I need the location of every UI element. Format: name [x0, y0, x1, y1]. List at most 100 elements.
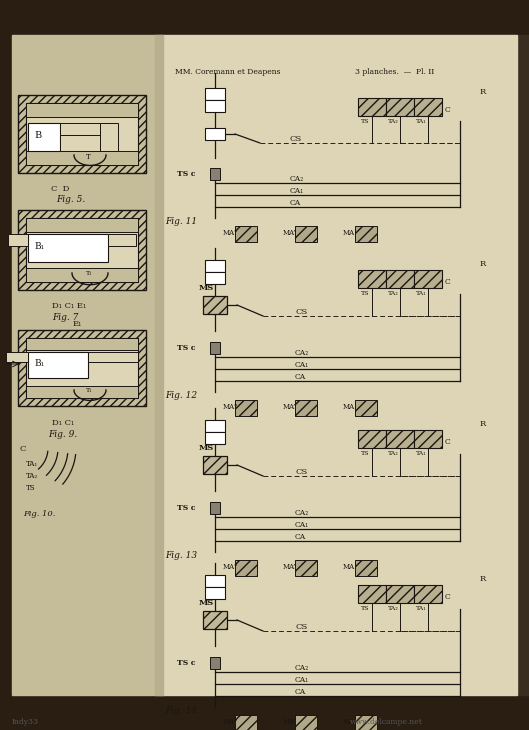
- Text: www.delcampe.net: www.delcampe.net: [350, 718, 423, 726]
- Text: CA₂: CA₂: [295, 509, 309, 517]
- Text: TA₁: TA₁: [416, 451, 426, 456]
- Bar: [414, 98, 442, 116]
- Bar: [235, 715, 257, 730]
- Bar: [386, 270, 414, 288]
- Bar: [88, 352, 138, 362]
- Text: Fig. 7: Fig. 7: [52, 313, 78, 322]
- Text: Fig. 5.: Fig. 5.: [56, 195, 85, 204]
- Text: E₁: E₁: [73, 320, 83, 328]
- Text: R: R: [480, 260, 486, 268]
- Text: TA₂: TA₂: [388, 119, 399, 124]
- Bar: [155, 35, 163, 695]
- Text: MA’: MA’: [283, 563, 296, 571]
- Text: TS c: TS c: [177, 504, 196, 512]
- Bar: [26, 218, 138, 282]
- Text: Fig. 9.: Fig. 9.: [48, 430, 77, 439]
- Bar: [210, 168, 220, 180]
- Text: MA: MA: [343, 718, 355, 726]
- Text: MS: MS: [199, 599, 214, 607]
- Bar: [235, 560, 257, 576]
- Text: CA₂: CA₂: [290, 175, 304, 183]
- Bar: [205, 272, 225, 284]
- Text: TA₂: TA₂: [388, 451, 399, 456]
- Text: B₁: B₁: [34, 242, 44, 251]
- Text: MA’: MA’: [283, 403, 296, 411]
- Bar: [203, 296, 227, 314]
- Text: T₁: T₁: [86, 271, 93, 276]
- Bar: [235, 226, 257, 242]
- Bar: [203, 611, 227, 629]
- Bar: [203, 456, 227, 474]
- Bar: [355, 715, 377, 730]
- Bar: [210, 502, 220, 514]
- Bar: [0, 35, 12, 730]
- Bar: [60, 123, 110, 135]
- Text: R: R: [480, 420, 486, 428]
- Text: TA₂: TA₂: [388, 291, 399, 296]
- Bar: [26, 151, 138, 165]
- Text: TS c: TS c: [177, 344, 196, 352]
- Bar: [26, 338, 138, 350]
- Bar: [108, 234, 136, 246]
- Bar: [386, 430, 414, 448]
- Text: Fig. 14: Fig. 14: [165, 706, 197, 715]
- Bar: [26, 103, 138, 117]
- Text: MA": MA": [223, 403, 239, 411]
- Bar: [0, 0, 529, 35]
- Bar: [355, 560, 377, 576]
- Bar: [28, 123, 60, 151]
- Text: TA₂: TA₂: [26, 472, 38, 480]
- Text: TS c: TS c: [177, 170, 196, 178]
- Text: MA": MA": [223, 718, 239, 726]
- Text: TA₁: TA₁: [416, 606, 426, 611]
- Text: TS: TS: [361, 451, 369, 456]
- Bar: [160, 35, 517, 695]
- Text: CA: CA: [290, 199, 301, 207]
- Bar: [8, 234, 28, 246]
- Bar: [295, 560, 317, 576]
- Bar: [355, 400, 377, 416]
- Bar: [18, 210, 146, 290]
- Bar: [18, 95, 146, 173]
- Bar: [26, 218, 138, 232]
- Bar: [26, 386, 138, 398]
- Text: Fig. 10.: Fig. 10.: [23, 510, 56, 518]
- Bar: [210, 657, 220, 669]
- Text: CA: CA: [295, 373, 306, 381]
- Text: TA₂: TA₂: [388, 606, 399, 611]
- Text: TS: TS: [361, 119, 369, 124]
- Text: Fig. 12: Fig. 12: [165, 391, 197, 400]
- Text: CS: CS: [295, 468, 307, 476]
- Text: CA₁: CA₁: [295, 521, 309, 529]
- Text: B₁: B₁: [34, 359, 44, 368]
- Text: CA₂: CA₂: [295, 664, 309, 672]
- Text: 3 planches.  —  Pl. II: 3 planches. — Pl. II: [355, 68, 434, 76]
- Text: MA": MA": [223, 229, 239, 237]
- Bar: [205, 128, 225, 140]
- Bar: [205, 575, 225, 587]
- Text: C: C: [445, 278, 451, 286]
- Text: Fig. 13: Fig. 13: [165, 551, 197, 560]
- Text: R: R: [480, 88, 486, 96]
- Text: C: C: [445, 593, 451, 601]
- Text: R: R: [480, 575, 486, 583]
- Text: T₁: T₁: [86, 388, 93, 393]
- Text: C: C: [445, 438, 451, 446]
- Text: C  D: C D: [51, 185, 69, 193]
- Text: MA: MA: [343, 229, 355, 237]
- Bar: [205, 88, 225, 100]
- Bar: [414, 430, 442, 448]
- Text: MS: MS: [199, 444, 214, 452]
- Bar: [386, 98, 414, 116]
- Bar: [26, 103, 138, 165]
- Bar: [205, 587, 225, 599]
- Bar: [355, 226, 377, 242]
- Bar: [295, 715, 317, 730]
- Text: MA": MA": [223, 563, 239, 571]
- Bar: [205, 100, 225, 112]
- Text: CS: CS: [295, 308, 307, 316]
- Text: CA: CA: [295, 688, 306, 696]
- Text: Indy33: Indy33: [12, 718, 39, 726]
- Text: CA₁: CA₁: [295, 676, 309, 684]
- Bar: [18, 330, 146, 406]
